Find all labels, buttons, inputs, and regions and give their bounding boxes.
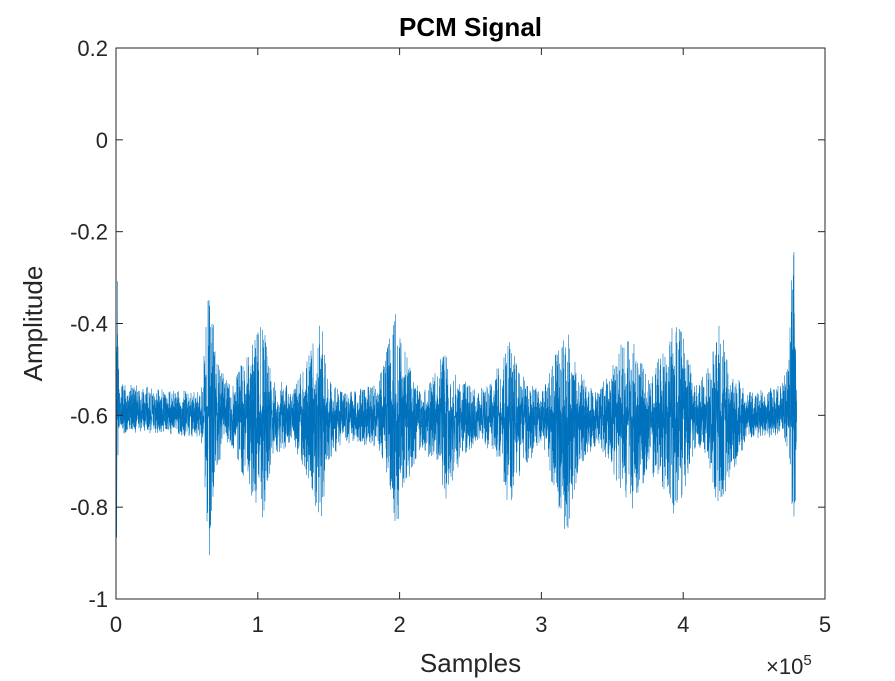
- x-tick-label: 2: [393, 612, 405, 637]
- x-axis-exponent-base: ×10: [766, 654, 803, 679]
- y-tick-label: 0: [96, 128, 108, 153]
- x-tick-label: 4: [677, 612, 689, 637]
- y-tick-label: -0.2: [70, 220, 108, 245]
- y-axis-ticks: 0.2 0 -0.2 -0.4 -0.6 -0.8 -1: [70, 36, 825, 612]
- x-axis-exponent: ×105: [766, 652, 812, 679]
- x-tick-label: 0: [110, 612, 122, 637]
- x-axis-label: Samples: [420, 648, 521, 678]
- signal-series: [115, 135, 797, 556]
- x-tick-label: 5: [819, 612, 831, 637]
- chart-title: PCM Signal: [399, 12, 542, 42]
- plot-area: 0 1 2 3 4 5 0.2 0 -0.2 -0.4 -0.6 -0.8 -1: [70, 36, 831, 637]
- signal-line: [115, 135, 797, 556]
- y-tick-label: 0.2: [77, 36, 108, 61]
- axes-box: [115, 47, 826, 600]
- x-tick-label: 3: [535, 612, 547, 637]
- y-tick-label: -0.8: [70, 495, 108, 520]
- y-axis-label: Amplitude: [18, 266, 48, 382]
- x-axis-exponent-power: 5: [803, 652, 811, 669]
- x-axis-ticks: 0 1 2 3 4 5: [110, 48, 831, 637]
- x-tick-label: 1: [252, 612, 264, 637]
- y-tick-label: -1: [88, 587, 108, 612]
- y-tick-label: -0.6: [70, 403, 108, 428]
- y-tick-label: -0.4: [70, 312, 108, 337]
